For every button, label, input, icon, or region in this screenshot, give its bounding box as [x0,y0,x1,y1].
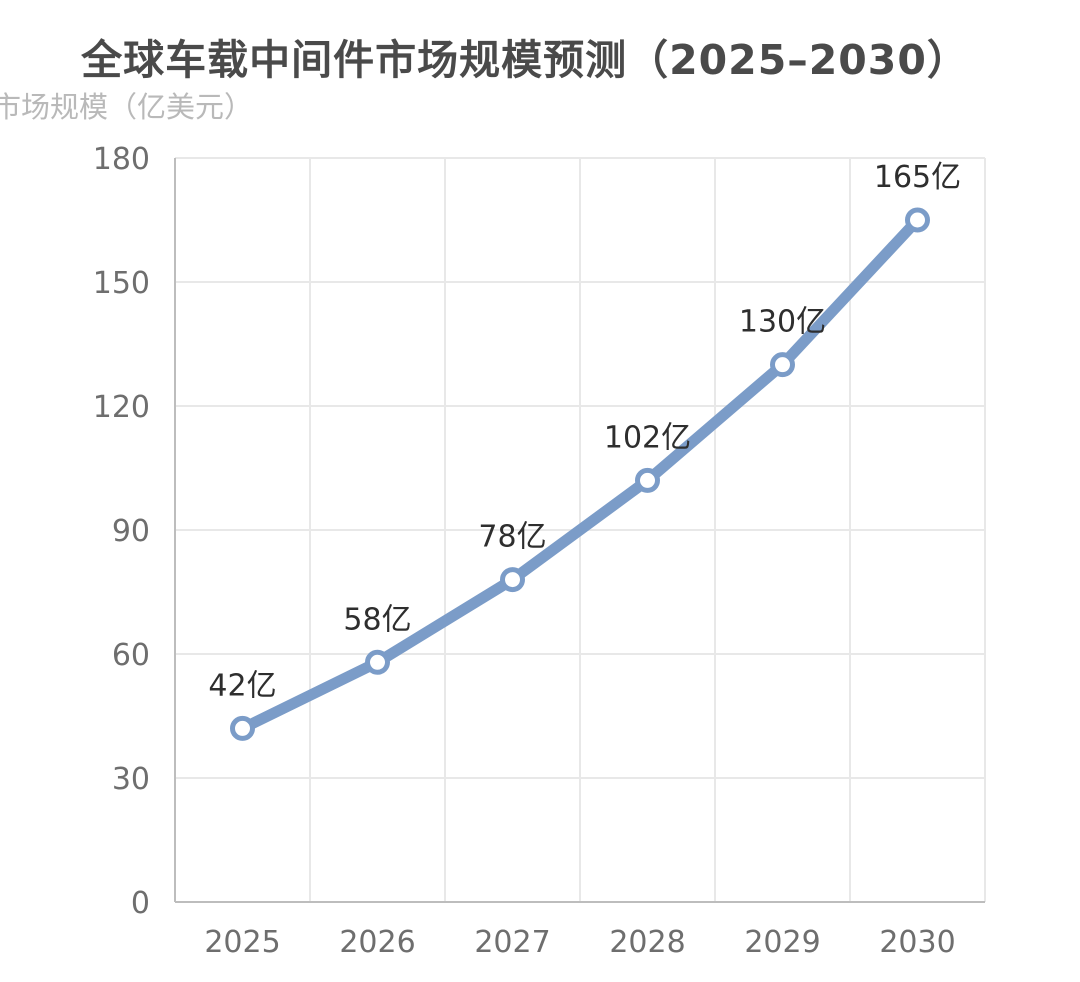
y-axis-label: 市场规模（亿美元） [0,90,254,124]
y-tick-label: 120 [93,390,150,425]
data-point-marker [635,467,660,493]
axes [174,158,985,903]
x-tick-label: 2027 [474,925,550,960]
series-line-path [237,214,923,734]
data-labels: 42亿 58亿 78亿 102亿 130亿 165亿 [208,160,961,703]
x-tick-label: 2029 [744,925,820,960]
y-tick-label: 30 [112,762,150,797]
data-point-marker [365,649,390,675]
data-label: 130亿 [739,305,826,340]
x-tick-label: 2030 [879,925,955,960]
y-tick-label: 90 [112,514,150,549]
data-label: 102亿 [604,420,691,455]
data-label: 165亿 [874,160,961,195]
y-tick-label: 150 [93,266,150,301]
x-tick-label: 2026 [339,925,415,960]
x-tick-label: 2025 [204,925,280,960]
data-markers [230,207,930,741]
chart-title: 全球车载中间件市场规模预测（2025–2030） [81,36,969,84]
data-label: 58亿 [343,602,411,637]
data-point-marker [770,352,795,378]
data-label: 42亿 [208,668,276,703]
grid-lines [175,157,986,902]
series-line [237,214,923,734]
data-label: 78亿 [478,520,546,555]
x-tick-label: 2028 [609,925,685,960]
y-tick-label: 180 [93,142,150,177]
y-tick-label: 0 [131,886,150,921]
y-tick-label: 60 [112,638,150,673]
data-point-marker [230,715,255,741]
data-point-marker [500,567,525,593]
data-point-marker [905,207,930,233]
tick-labels: 0 30 60 90 120 150 180 2025 2026 2027 2028 2029 2030 [93,142,956,960]
